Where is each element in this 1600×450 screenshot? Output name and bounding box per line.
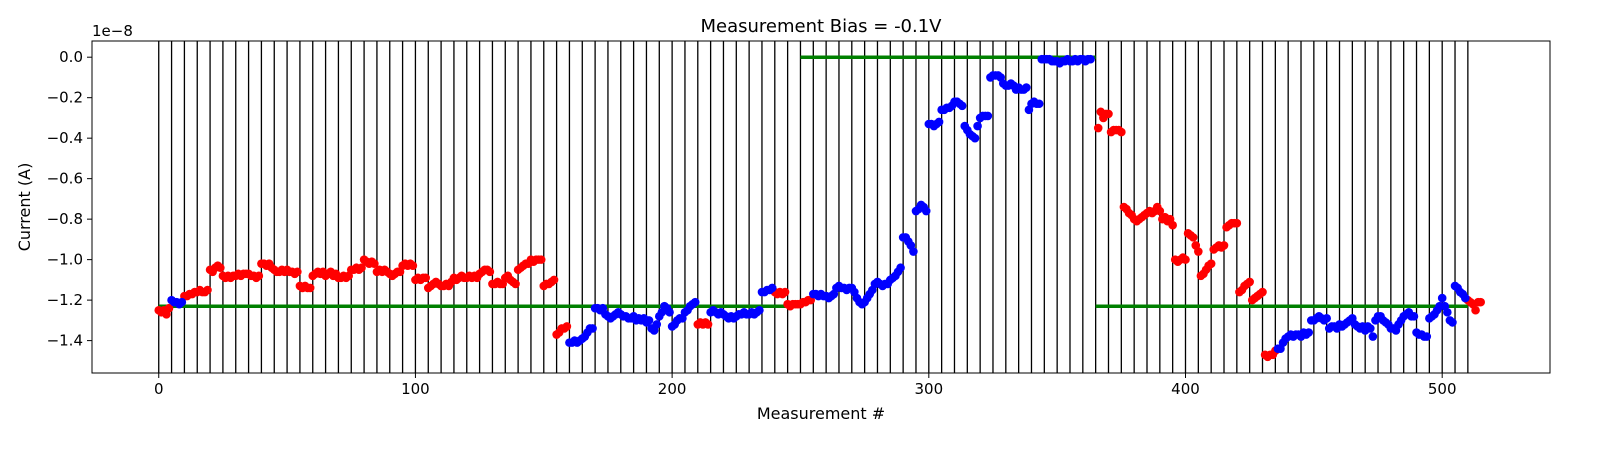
data-point [562,322,572,331]
data-point [1471,305,1480,315]
data-point [1304,328,1314,337]
data-points [154,54,1485,362]
y-tick-label: −1.0 [47,251,83,269]
data-point [421,273,430,283]
y-tick-label: −0.2 [47,89,83,107]
x-tick-label: 300 [914,380,943,398]
x-tick-label: 0 [154,380,164,398]
data-point [1093,123,1103,133]
data-point [216,263,225,273]
data-point [644,316,654,325]
x-tick-label: 100 [401,380,430,398]
data-point [357,263,366,273]
data-point [293,267,302,277]
data-point [1168,220,1177,230]
y-axis-label: Current (A) [15,163,34,252]
data-point [973,121,982,131]
data-point [536,255,546,264]
data-point [485,267,495,277]
y-tick-label: −1.2 [47,291,83,309]
data-point [957,101,967,111]
data-point [1322,314,1331,323]
series [167,54,1470,354]
data-point [1368,332,1378,341]
data-point [665,307,674,317]
y-tick-label: −0.8 [47,210,83,228]
data-point [1194,247,1203,256]
chart-title: Measurement Bias = -0.1V [700,16,942,37]
y-tick-label: 0.0 [59,48,83,66]
data-point [370,259,379,268]
y-axis-offset-text: 1e−8 [92,22,133,40]
data-point [1443,307,1452,317]
y-axis-ticks: 0.0 −0.2 −0.4 −0.6 −0.8 −1.0 −1.2 −1.4 [47,48,92,350]
data-point [164,303,174,313]
data-point [1460,293,1470,303]
data-point [1022,83,1031,92]
data-point [305,283,315,293]
data-point [1086,54,1095,64]
data-point [1104,109,1113,119]
data-point [1437,293,1447,303]
data-point [1232,218,1242,228]
data-point [1188,233,1198,242]
data-point [1245,277,1254,287]
y-tick-label: −0.4 [47,129,83,147]
data-point [755,305,764,315]
data-point [767,283,777,293]
data-point [909,247,918,256]
data-point [690,297,700,307]
data-point [1034,99,1044,109]
data-point [1155,206,1165,216]
data-point [511,279,520,289]
data-point [780,287,790,297]
x-tick-label: 400 [1171,380,1200,398]
plot-frame [91,40,1551,374]
data-point [1117,127,1126,137]
data-point [652,320,662,329]
data-point [896,263,905,273]
y-tick-label: −0.6 [47,170,83,188]
data-point [921,206,931,216]
data-point [1476,297,1485,307]
data-point [549,275,559,285]
data-point [177,297,187,307]
data-point [1181,255,1190,264]
data-point [1366,324,1375,333]
data-point [254,271,264,281]
data-point [1448,318,1457,327]
data-point [1219,241,1229,250]
x-axis-label: Measurement # [757,404,885,423]
data-point [983,111,993,121]
x-axis-ticks: 0 100 200 300 400 500 [154,373,1457,398]
x-tick-label: 200 [658,380,687,398]
data-point [1409,312,1419,321]
data-point [588,324,597,333]
y-tick-label: −1.4 [47,332,83,350]
data-point [1422,332,1432,341]
series [154,107,1485,362]
data-point [703,320,713,329]
data-point [970,133,980,143]
data-point [1206,259,1216,268]
data-point [1258,287,1267,297]
data-point [203,285,212,295]
data-point [408,261,418,271]
data-point [934,117,944,127]
x-tick-label: 500 [1428,380,1457,398]
